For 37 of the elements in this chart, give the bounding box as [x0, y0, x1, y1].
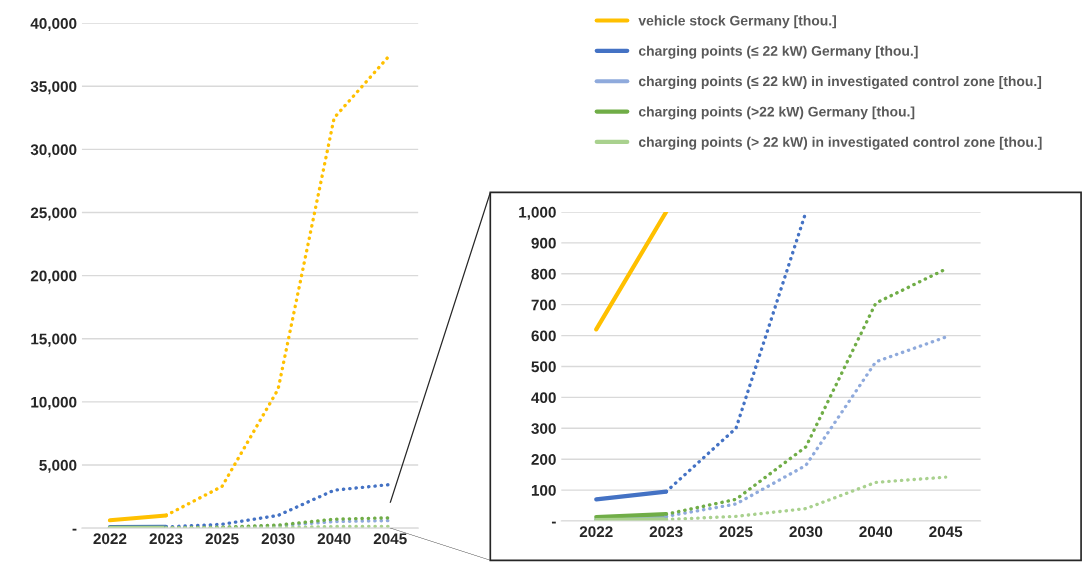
- x-tick-label: 2022: [93, 533, 127, 545]
- x-tick-label: 2025: [205, 533, 239, 545]
- y-tick-label: 100: [531, 484, 556, 496]
- y-tick-label: 30,000: [30, 144, 77, 158]
- x-tick-label: 2030: [789, 526, 823, 538]
- legend-label: vehicle stock Germany [thou.]: [638, 15, 836, 29]
- legend-label: charging points (≤ 22 kW) in investigated control zone [thou.]: [638, 76, 1042, 90]
- y-tick-label: 35,000: [30, 81, 77, 95]
- y-tick-label: 200: [531, 454, 556, 465]
- y-tick-label: 40,000: [30, 18, 77, 32]
- x-tick-label: 2022: [579, 526, 613, 538]
- y-tick-label: 600: [531, 330, 556, 342]
- x-tick-label: 2040: [317, 533, 351, 545]
- y-tick-label: 300: [531, 423, 556, 434]
- x-tick-label: 2045: [929, 526, 963, 538]
- x-tick-label: 2045: [373, 533, 407, 545]
- y-tick-label: 700: [531, 299, 556, 311]
- y-tick-label: -: [551, 521, 556, 524]
- y-tick-label: 800: [531, 268, 556, 280]
- y-tick-label: 10,000: [31, 396, 77, 410]
- y-tick-label: 400: [531, 392, 556, 404]
- y-tick-label: 5,000: [39, 459, 77, 473]
- legend-label: charging points (> 22 kW) in investigated control zone [thou.]: [638, 136, 1042, 150]
- y-tick-label: 20,000: [30, 270, 77, 284]
- legend-label: charging points (≤ 22 kW) Germany [thou.]: [638, 45, 918, 59]
- x-tick-label: 2023: [649, 526, 683, 538]
- legend-label: charging points (>22 kW) Germany [thou.]: [638, 106, 915, 120]
- y-tick-label: 25,000: [30, 207, 77, 221]
- y-tick-label: 500: [531, 361, 556, 373]
- y-tick-label: 15,000: [31, 333, 77, 347]
- y-tick-label: 1,000: [519, 206, 556, 220]
- x-tick-label: 2025: [719, 526, 753, 538]
- x-tick-label: 2030: [261, 533, 295, 545]
- x-tick-label: 2040: [859, 526, 893, 538]
- x-tick-label: 2023: [149, 533, 183, 545]
- y-tick-label: 900: [531, 237, 556, 249]
- y-tick-label: -: [72, 528, 77, 531]
